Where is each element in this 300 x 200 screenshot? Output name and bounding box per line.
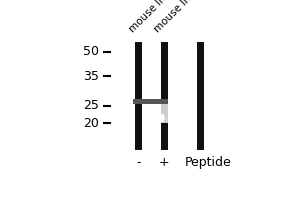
Text: 25: 25 bbox=[83, 99, 99, 112]
Text: Peptide: Peptide bbox=[185, 156, 232, 169]
Text: mouse liver: mouse liver bbox=[152, 0, 203, 35]
Bar bbox=[161, 99, 168, 104]
Ellipse shape bbox=[160, 114, 165, 122]
Text: +: + bbox=[159, 156, 169, 169]
Text: 50: 50 bbox=[83, 45, 99, 58]
Text: -: - bbox=[136, 156, 141, 169]
Text: mouse liver: mouse liver bbox=[127, 0, 177, 35]
Bar bbox=[142, 99, 161, 104]
Text: 20: 20 bbox=[83, 117, 99, 130]
Bar bbox=[135, 42, 142, 150]
Bar bbox=[197, 42, 204, 150]
Bar bbox=[161, 42, 168, 150]
Bar bbox=[161, 99, 168, 123]
Bar bbox=[133, 99, 144, 104]
Text: 35: 35 bbox=[83, 70, 99, 83]
